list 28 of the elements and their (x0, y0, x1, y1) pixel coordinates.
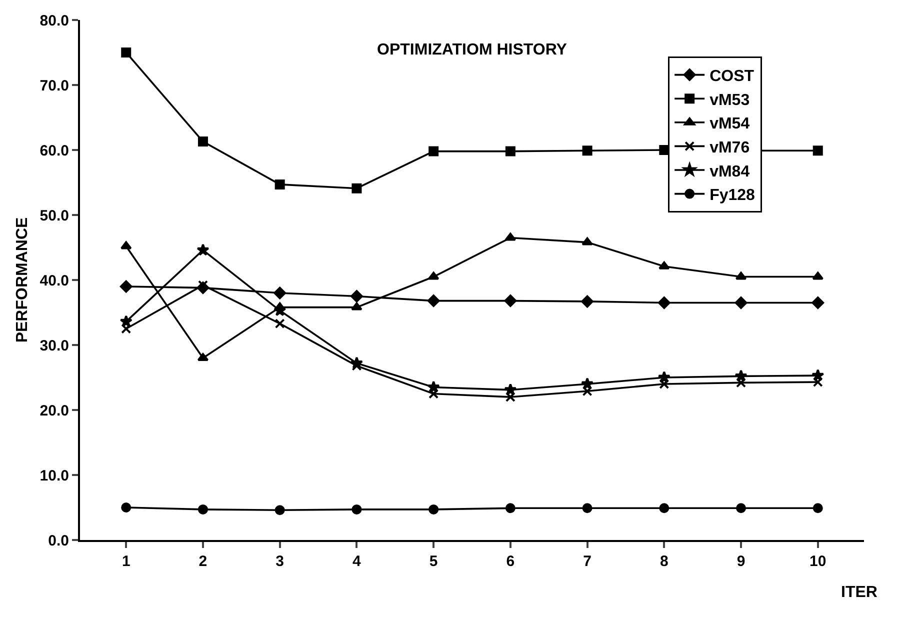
y-tick-label: 60.0 (40, 142, 69, 160)
y-tick-label: 70.0 (40, 77, 69, 94)
x-tick-label: 8 (660, 553, 668, 570)
legend-label: vM54 (710, 116, 750, 133)
y-tick-label: 50.0 (40, 207, 69, 224)
y-tick-label: 30.0 (40, 337, 69, 354)
y-tick-label: 20.0 (40, 402, 69, 420)
legend-label: vM76 (710, 139, 750, 156)
y-tick-label: 80.0 (40, 12, 69, 30)
x-tick-label: 9 (736, 553, 746, 570)
y-axis-title: PERFORMANCE (14, 217, 32, 343)
x-tick-label: 4 (352, 553, 362, 570)
legend-label: Fy128 (710, 187, 756, 204)
y-tick-label: 0.0 (48, 532, 69, 550)
x-tick-label: 1 (122, 553, 130, 570)
x-tick-label: 10 (810, 553, 826, 570)
x-tick-label: 7 (583, 553, 592, 570)
x-axis-title: ITER (841, 584, 878, 601)
y-tick-label: 10.0 (40, 467, 69, 484)
legend-label: COST (710, 68, 754, 86)
x-tick-label: 6 (506, 553, 515, 570)
legend-label: vM53 (710, 92, 750, 109)
y-tick-label: 40.0 (40, 272, 69, 290)
legend-label: vM84 (710, 163, 750, 180)
x-tick-label: 3 (276, 553, 284, 570)
x-tick-label: 2 (198, 553, 208, 570)
text: OPTIMIZATIOM HISTORY (377, 42, 568, 59)
x-tick-label: 5 (429, 553, 438, 570)
